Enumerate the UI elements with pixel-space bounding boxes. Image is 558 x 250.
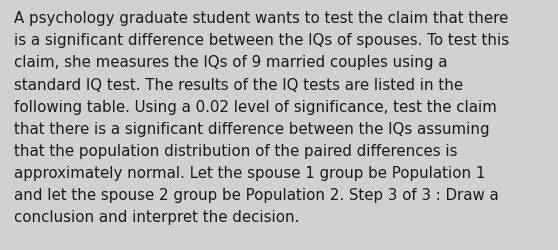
Text: that there is a significant difference between the IQs assuming: that there is a significant difference b… (14, 121, 489, 136)
Text: A psychology graduate student wants to test the claim that there: A psychology graduate student wants to t… (14, 11, 508, 26)
Text: is a significant difference between the IQs of spouses. To test this: is a significant difference between the … (14, 33, 509, 48)
Text: following table. Using a 0.02 level of significance, test the claim: following table. Using a 0.02 level of s… (14, 99, 497, 114)
Text: approximately normal. Let the spouse 1 group be Population 1: approximately normal. Let the spouse 1 g… (14, 165, 485, 180)
Text: and let the spouse 2 group be Population 2. Step 3 of 3 : Draw a: and let the spouse 2 group be Population… (14, 187, 499, 202)
Text: that the population distribution of the paired differences is: that the population distribution of the … (14, 143, 458, 158)
Text: claim, she measures the IQs of 9 married couples using a: claim, she measures the IQs of 9 married… (14, 55, 448, 70)
Text: conclusion and interpret the decision.: conclusion and interpret the decision. (14, 209, 299, 224)
Text: standard IQ test. The results of the IQ tests are listed in the: standard IQ test. The results of the IQ … (14, 77, 463, 92)
